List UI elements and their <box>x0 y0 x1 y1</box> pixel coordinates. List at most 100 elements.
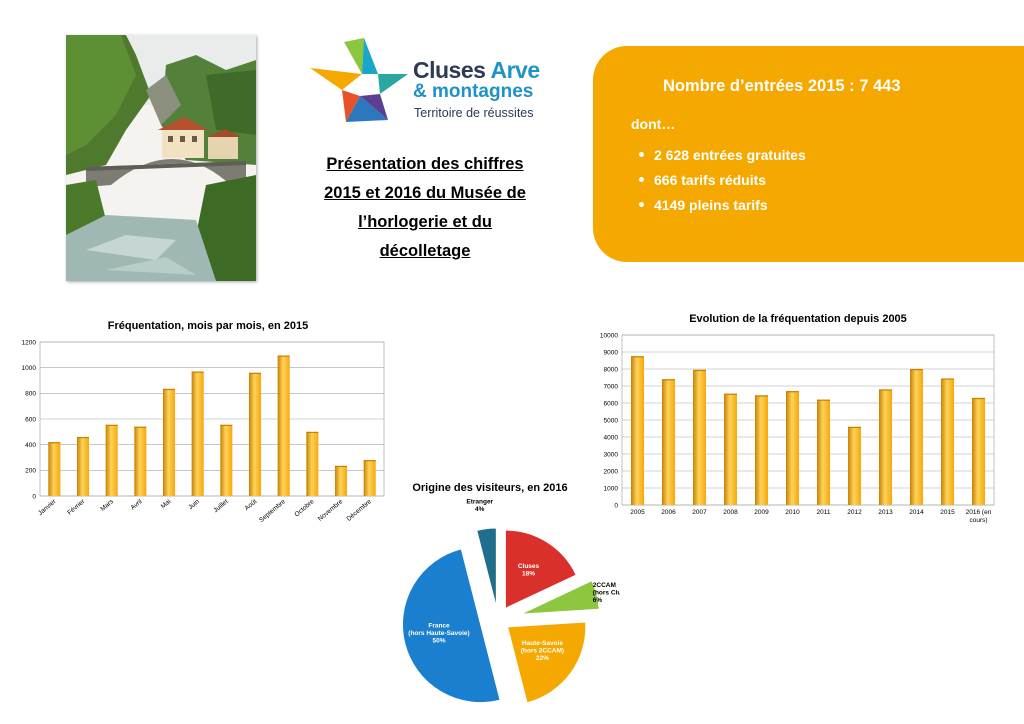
logo-title: Cluses Arve <box>413 57 540 83</box>
x-tick-label: 2011 <box>817 509 831 516</box>
bar <box>162 388 176 496</box>
x-tick-label: Octobre <box>293 498 316 518</box>
bar-cap <box>847 426 862 428</box>
y-tick-label: 400 <box>25 442 36 449</box>
monthly-attendance-chart: Fréquentation, mois par mois, en 2015 0 20… <box>8 312 392 538</box>
bar-cap <box>816 399 831 401</box>
bar-cap <box>363 460 376 462</box>
bar <box>971 397 986 505</box>
x-tick-label: Novembre <box>317 498 345 523</box>
bar-cap <box>105 424 118 426</box>
y-tick-label: 1200 <box>22 339 37 346</box>
y-tick-label: 4000 <box>604 434 619 441</box>
bar-cap <box>630 356 645 358</box>
bar-cap <box>878 389 893 391</box>
star-logo-icon <box>310 38 408 122</box>
bar-cap <box>909 369 924 371</box>
x-tick-label: 2013 <box>878 509 893 516</box>
bar <box>277 355 290 496</box>
y-tick-label: 1000 <box>604 485 619 492</box>
entries-dont-label: dont… <box>631 116 676 132</box>
bar <box>306 431 319 496</box>
bar-cap <box>76 436 90 439</box>
x-tick-label: 2005 <box>630 509 645 516</box>
bar-cap <box>334 465 348 468</box>
bar <box>363 460 376 496</box>
cluses-arve-logo <box>306 34 546 126</box>
entries-breakdown-list: 2 628 entrées gratuites 666 tarifs rédui… <box>639 145 806 220</box>
bar <box>48 442 61 496</box>
bar <box>754 395 769 505</box>
x-tick-label: 2010 <box>785 509 800 516</box>
bar-cap <box>723 393 738 395</box>
y-tick-label: 9000 <box>604 349 619 356</box>
x-tick-label: 2014 <box>909 509 924 516</box>
pie-slice <box>402 548 501 703</box>
pie-slice <box>505 529 577 609</box>
chart-title: Origine des visiteurs, en 2016 <box>412 482 567 494</box>
y-tick-label: 7000 <box>604 383 619 390</box>
bar <box>723 393 738 505</box>
bar-cap <box>134 426 147 428</box>
x-tick-label: Mars <box>99 498 115 513</box>
bullet-icon <box>639 201 644 207</box>
bridge-photo <box>66 35 256 281</box>
x-tick-label: Septembre <box>258 498 287 524</box>
bar-cap <box>971 397 986 400</box>
list-item: 2 628 entrées gratuites <box>639 145 806 170</box>
pie-slice <box>521 580 600 615</box>
bar-cap <box>48 442 61 444</box>
bar-cap <box>191 371 204 373</box>
bar <box>334 465 348 496</box>
bar <box>816 399 831 505</box>
bar <box>878 389 893 505</box>
yearly-attendance-chart: Evolution de la fréquentation depuis 200… <box>590 305 1000 540</box>
x-tick-label: Juillet <box>212 498 229 514</box>
bar <box>191 371 204 496</box>
bar-cap <box>277 355 290 357</box>
y-tick-label: 600 <box>25 416 36 423</box>
list-item-label: 666 tarifs réduits <box>654 172 767 188</box>
presentation-title-line: l’horlogerie et du <box>358 213 492 231</box>
y-tick-label: 10000 <box>600 332 618 339</box>
bar-cap <box>785 391 800 393</box>
x-tick-label: Janvier <box>37 498 58 517</box>
bar <box>909 369 924 505</box>
list-item: 666 tarifs réduits <box>639 170 806 195</box>
x-tick-label: Août <box>244 498 259 512</box>
pie-slice-label: Cluses 18% <box>518 563 540 578</box>
bar-cap <box>940 378 955 380</box>
bar-cap <box>220 424 233 426</box>
y-tick-label: 1000 <box>22 365 37 372</box>
y-tick-label: 0 <box>614 502 618 509</box>
list-item-label: 4149 pleins tarifs <box>654 197 768 213</box>
bar <box>940 378 955 505</box>
pie-slice-label: Haute-Savoie (hors 2CCAM) 22% <box>521 640 564 662</box>
y-tick-label: 5000 <box>604 417 619 424</box>
list-item: 4149 pleins tarifs <box>639 195 806 220</box>
pie-slice-label: Etranger 4% <box>466 498 493 513</box>
bar-cap <box>248 372 262 374</box>
bar <box>220 424 233 496</box>
bar <box>248 372 262 496</box>
bullet-icon <box>639 176 644 182</box>
bar-cap <box>692 369 707 372</box>
x-tick-label: Février <box>66 498 87 517</box>
x-tick-label: 2016 (en cours) <box>966 509 992 524</box>
y-tick-label: 0 <box>32 493 36 500</box>
x-tick-label: 2008 <box>723 509 738 516</box>
visitor-origin-chart: Origine des visiteurs, en 2016 Cluses 18% 2… <box>380 472 620 722</box>
bar <box>105 424 118 496</box>
entries-total-title: Nombre d’entrées 2015 : 7 443 <box>663 77 901 95</box>
y-tick-label: 800 <box>25 391 36 398</box>
x-tick-label: Décembre <box>345 498 373 523</box>
presentation-title-line: 2015 et 2016 du Musée de <box>324 184 526 202</box>
pie-slice-label: 2CCAM(hors Cluses)6% <box>593 582 620 604</box>
bar <box>630 356 645 505</box>
presentation-title-line: décolletage <box>379 242 471 260</box>
y-tick-label: 200 <box>25 468 36 475</box>
chart-title: Fréquentation, mois par mois, en 2015 <box>108 320 309 332</box>
y-tick-label: 3000 <box>604 451 619 458</box>
bar <box>134 426 147 496</box>
bar-cap <box>754 395 769 397</box>
